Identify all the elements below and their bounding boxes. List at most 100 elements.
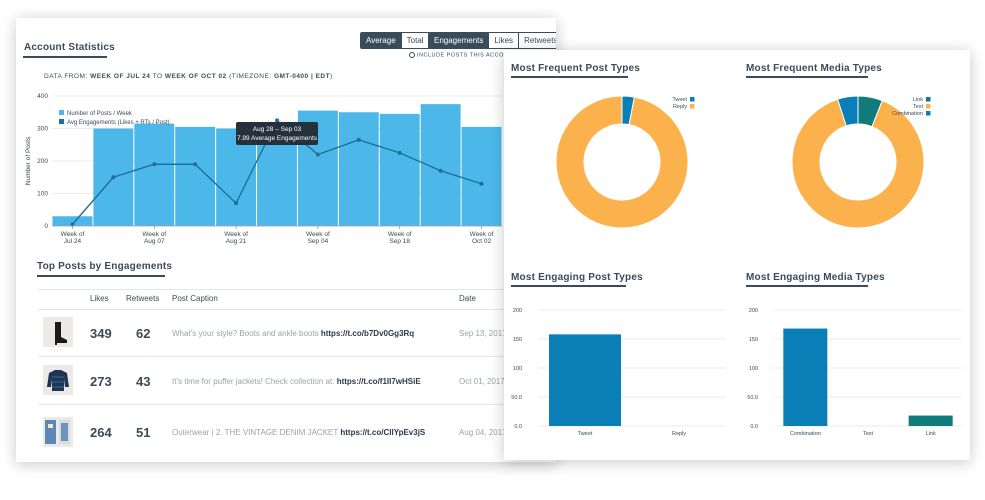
account-statistics-panel: Account Statistics Average Total Engagem… — [16, 18, 556, 462]
x-tick-label: Combination — [790, 431, 821, 437]
section-underline — [746, 76, 868, 78]
x-tick-label: Week of — [388, 231, 412, 238]
date-range: DATA FROM: WEEK OF JUL 24 TO WEEK OF OCT… — [44, 73, 333, 80]
timezone-label: (TIMEZONE: — [229, 73, 272, 80]
y-tick-label: 200 — [513, 308, 522, 314]
legend-swatch — [59, 119, 64, 124]
x-tick-label: Jul 24 — [64, 238, 82, 245]
x-tick-label: Text — [863, 431, 874, 437]
y-tick-label: 200 — [749, 308, 758, 314]
bar-sep-18 — [379, 113, 420, 226]
timezone-close: ) — [330, 73, 333, 80]
line-point-sep-18 — [397, 150, 402, 155]
x-tick-label: Oct 02 — [472, 238, 492, 245]
y-tick-label: 50.0 — [511, 395, 522, 401]
caption-link[interactable]: https://t.co/CllYpEv3jS — [340, 428, 426, 437]
retweets-column-header[interactable]: Retweets — [126, 294, 160, 303]
bar-tweet — [549, 334, 621, 426]
bar-link — [908, 415, 953, 426]
top-posts-underline — [37, 275, 165, 277]
most-frequent-post-types-title: Most Frequent Post Types — [511, 63, 641, 74]
engagements-button[interactable]: Engagements — [429, 33, 489, 48]
mode-toggle: Average Total — [360, 32, 430, 49]
line-point-sep-11 — [356, 137, 361, 142]
post-caption-column-header[interactable]: Post Caption — [172, 294, 218, 303]
date-range-to: WEEK OF OCT 02 — [164, 73, 227, 80]
x-tick-label: Week of — [306, 231, 330, 238]
y-tick-label: 0.0 — [750, 424, 758, 430]
y-tick-label: 100 — [37, 191, 48, 198]
caption-link[interactable]: https://t.co/f1II7wHSiE — [336, 377, 421, 386]
retweets-count: 62 — [136, 326, 151, 341]
jacket-image-icon — [47, 370, 69, 391]
timezone-value: GMT-0400 | EDT — [273, 73, 331, 80]
line-point-jul-31 — [111, 175, 116, 180]
section-underline — [746, 285, 868, 287]
legend-entry: Link — [913, 97, 923, 103]
y-tick-label: 150 — [749, 337, 758, 343]
boot-image-icon — [55, 322, 67, 345]
line-point-oct-02 — [479, 181, 484, 186]
retweets-button[interactable]: Retweets — [518, 33, 556, 48]
include-posts-option[interactable]: INCLUDE POSTS THIS ACCOUNT — [409, 52, 517, 58]
post-caption: It’s time for puffer jackets! Check coll… — [172, 377, 421, 386]
y-tick-label: 50.0 — [747, 395, 758, 401]
denim-jacket-image-icon — [45, 420, 70, 444]
y-tick-label: 0.0 — [514, 424, 522, 430]
line-point-sep-04 — [315, 152, 320, 157]
metric-toggle: Engagements Likes Retweets — [428, 32, 556, 49]
section-underline — [511, 285, 626, 287]
date-column-header[interactable]: Date — [459, 294, 476, 303]
likes-count: 349 — [90, 326, 112, 341]
total-button[interactable]: Total — [400, 33, 429, 48]
y-tick-label: 150 — [513, 337, 522, 343]
chart-tooltip: Aug 28 – Sep 03 7.99 Average Engagements — [236, 122, 318, 145]
retweets-count: 51 — [136, 425, 151, 440]
legend-entry: Reply — [673, 104, 687, 110]
likes-column-header[interactable]: Likes — [90, 294, 109, 303]
y-tick-label: 100 — [513, 366, 522, 372]
x-tick-label: Week of — [61, 231, 85, 238]
x-tick-label: Week of — [142, 231, 166, 238]
caption-link[interactable]: https://t.co/b7Dv0Gg3Rq — [320, 329, 415, 338]
line-point-aug-21 — [234, 201, 239, 206]
legend-swatch — [690, 97, 695, 102]
bar-combination — [783, 328, 828, 426]
x-tick-label: Week of — [470, 231, 494, 238]
x-tick-label: Aug 07 — [144, 238, 165, 245]
post-thumbnail[interactable] — [43, 317, 73, 347]
x-tick-label: Link — [926, 431, 936, 437]
bar-sep-11 — [338, 112, 379, 226]
legend-entry: Number of Posts / Week — [67, 111, 133, 117]
post-thumbnail[interactable] — [43, 417, 73, 447]
y-tick-label: 0 — [44, 223, 48, 230]
likes-button[interactable]: Likes — [488, 33, 519, 48]
most-frequent-media-types-title: Most Frequent Media Types — [746, 63, 882, 74]
account-statistics-title: Account Statistics — [24, 42, 115, 53]
slice-combination — [836, 95, 859, 127]
average-button[interactable]: Average — [361, 33, 401, 48]
post-types-panel: Most Frequent Post Types Most Frequent M… — [504, 50, 970, 460]
legend-swatch — [926, 104, 931, 109]
slice-text — [791, 98, 925, 229]
y-tick-label: 300 — [37, 126, 48, 133]
bar-aug-07 — [134, 123, 175, 226]
date-range-from: WEEK OF JUL 24 — [90, 73, 151, 80]
line-point-sep-25 — [438, 168, 443, 173]
legend-swatch — [926, 111, 931, 116]
post-caption: What’s your style? Boots and ankle boots… — [172, 329, 414, 338]
post-thumbnail[interactable] — [43, 365, 73, 395]
table-divider — [38, 309, 556, 310]
likes-count: 264 — [90, 425, 112, 440]
x-tick-label: Week of — [224, 231, 248, 238]
most-engaging-post-types-title: Most Engaging Post Types — [511, 272, 643, 283]
line-point-aug-07 — [152, 162, 157, 167]
caption-text: What’s your style? Boots and ankle boots — [172, 329, 319, 338]
most-engaging-post-types-chart: 0.0 50.0 100 150 200 Tweet Reply — [511, 308, 726, 437]
date-range-to-word: TO — [152, 73, 163, 80]
checkbox-icon[interactable] — [409, 52, 415, 58]
bar-jul-24 — [52, 216, 93, 226]
x-tick-label: Sep 04 — [308, 238, 329, 245]
y-axis-label: Number of Posts — [25, 136, 32, 185]
